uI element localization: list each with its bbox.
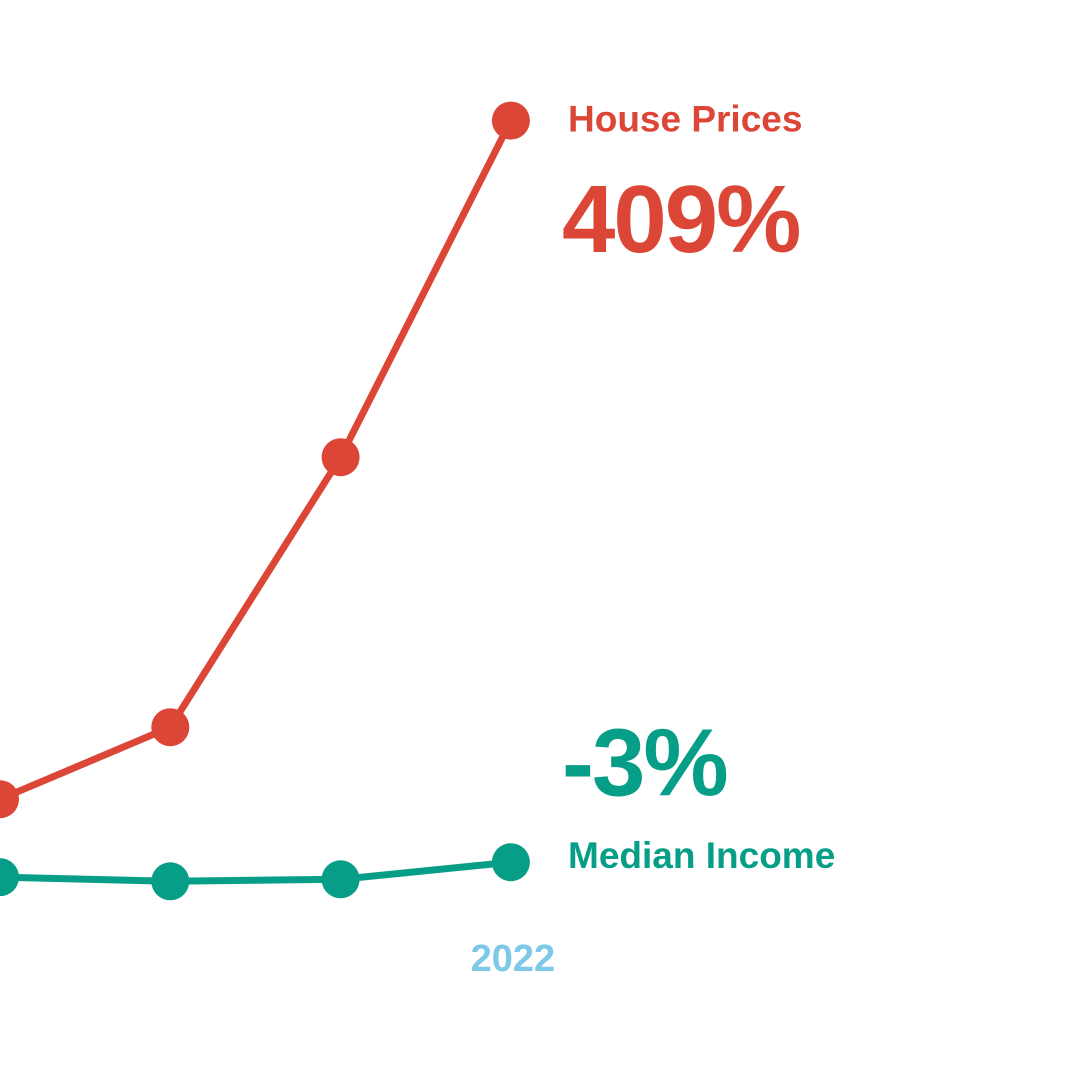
series-label: Median Income: [568, 835, 835, 876]
point: [0, 858, 19, 897]
point: [321, 860, 360, 899]
point: [151, 708, 190, 747]
value-label: 409%: [562, 166, 800, 273]
point: [0, 780, 19, 819]
point: [151, 862, 190, 901]
point: [321, 438, 360, 477]
value-label: -3%: [562, 710, 727, 817]
x-tick-label: 2022: [471, 938, 556, 980]
series-label: House Prices: [568, 98, 802, 139]
line: [0, 119, 515, 803]
point: [491, 101, 530, 140]
line: [0, 858, 512, 885]
point: [491, 843, 530, 882]
